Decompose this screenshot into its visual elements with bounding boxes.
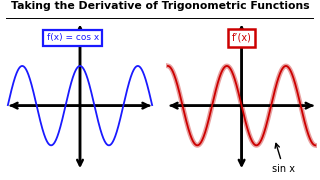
Text: sin x: sin x (272, 143, 295, 174)
Text: f(x) = cos x: f(x) = cos x (46, 33, 99, 42)
Text: f’(x): f’(x) (232, 33, 252, 43)
Text: Taking the Derivative of Trigonometric Functions: Taking the Derivative of Trigonometric F… (11, 1, 309, 11)
